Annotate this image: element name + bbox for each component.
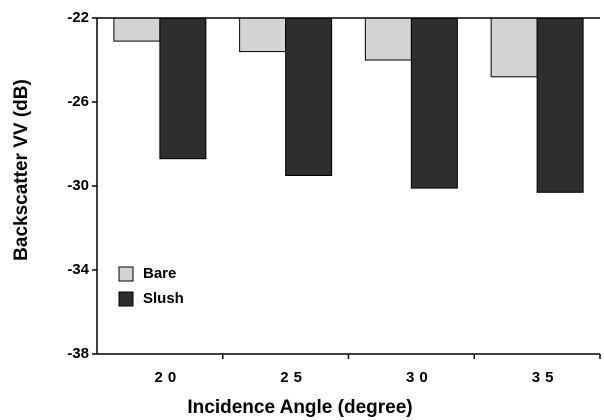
y-tick-label: -22: [67, 9, 89, 26]
x-tick-label: 25: [280, 369, 307, 386]
y-tick-label: -38: [67, 345, 89, 362]
y-tick-label: -30: [67, 177, 89, 194]
x-tick-label: 20: [155, 369, 182, 386]
legend-label: Slush: [143, 290, 184, 307]
bar: [490, 17, 538, 78]
bar: [536, 17, 584, 193]
bar: [285, 17, 333, 176]
y-tick-label: -26: [67, 93, 89, 110]
y-tick-label: -34: [67, 261, 89, 278]
x-tick-label: 35: [532, 369, 559, 386]
bar: [113, 17, 161, 42]
bar: [239, 17, 287, 53]
bar: [364, 17, 412, 61]
bar: [410, 17, 458, 189]
legend-label: Bare: [143, 265, 176, 282]
bar: [159, 17, 207, 160]
legend-swatch: [118, 291, 134, 307]
x-tick-label: 30: [406, 369, 433, 386]
y-axis-label: Backscatter VV (dB): [11, 79, 32, 261]
legend-swatch: [118, 266, 134, 282]
x-axis-label: Incidence Angle (degree): [187, 397, 412, 418]
